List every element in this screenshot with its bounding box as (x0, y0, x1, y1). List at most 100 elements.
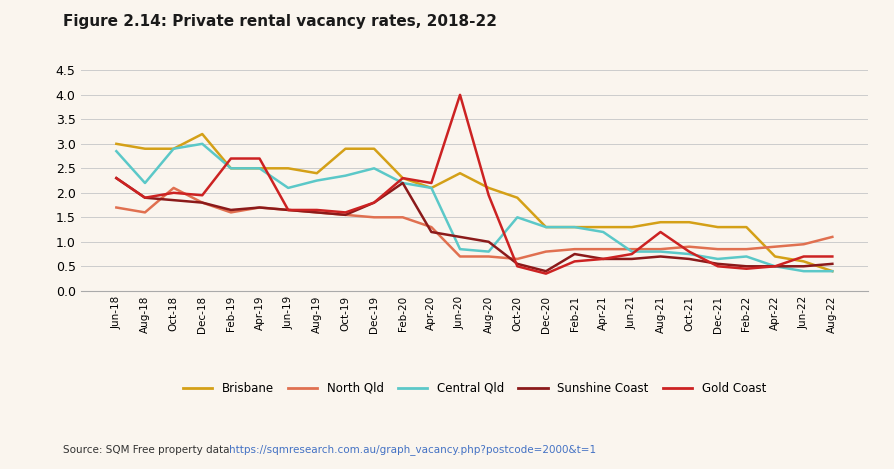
Brisbane (540, 224, 551, 230)
Sunshine Coast (225, 207, 236, 213)
Central Qld (683, 251, 694, 257)
Brisbane (511, 195, 522, 201)
Sunshine Coast (826, 261, 837, 267)
North Qld (197, 200, 207, 205)
Sunshine Coast (254, 204, 265, 210)
Gold Coast (311, 207, 322, 213)
Sunshine Coast (426, 229, 436, 235)
North Qld (569, 246, 579, 252)
Brisbane (340, 146, 350, 151)
Central Qld (197, 141, 207, 147)
North Qld (340, 212, 350, 218)
Central Qld (454, 246, 465, 252)
Gold Coast (139, 195, 150, 201)
North Qld (225, 210, 236, 215)
North Qld (683, 244, 694, 250)
North Qld (368, 214, 379, 220)
Central Qld (340, 173, 350, 179)
Central Qld (769, 264, 780, 269)
Central Qld (797, 268, 808, 274)
Central Qld (654, 249, 665, 254)
Sunshine Coast (683, 256, 694, 262)
North Qld (654, 246, 665, 252)
Brisbane (139, 146, 150, 151)
Text: https://sqmresearch.com.au/graph_vacancy.php?postcode=2000&t=1: https://sqmresearch.com.au/graph_vacancy… (229, 444, 595, 455)
North Qld (740, 246, 751, 252)
Central Qld (426, 185, 436, 191)
Brisbane (197, 131, 207, 137)
Brisbane (597, 224, 608, 230)
Central Qld (139, 180, 150, 186)
Sunshine Coast (197, 200, 207, 205)
Line: Brisbane: Brisbane (116, 134, 831, 271)
Legend: Brisbane, North Qld, Central Qld, Sunshine Coast, Gold Coast: Brisbane, North Qld, Central Qld, Sunshi… (178, 377, 770, 400)
Text: Figure 2.14: Private rental vacancy rates, 2018-22: Figure 2.14: Private rental vacancy rate… (63, 14, 496, 29)
Gold Coast (197, 192, 207, 198)
Gold Coast (483, 192, 493, 198)
Central Qld (283, 185, 293, 191)
Gold Coast (340, 210, 350, 215)
Brisbane (569, 224, 579, 230)
Brisbane (454, 170, 465, 176)
North Qld (483, 254, 493, 259)
Central Qld (569, 224, 579, 230)
North Qld (139, 210, 150, 215)
Brisbane (797, 258, 808, 264)
Central Qld (826, 268, 837, 274)
North Qld (311, 210, 322, 215)
Gold Coast (769, 264, 780, 269)
Gold Coast (740, 266, 751, 272)
Gold Coast (683, 249, 694, 254)
Sunshine Coast (311, 210, 322, 215)
Sunshine Coast (597, 256, 608, 262)
Gold Coast (368, 200, 379, 205)
Gold Coast (712, 264, 722, 269)
Sunshine Coast (111, 175, 122, 181)
Sunshine Coast (569, 251, 579, 257)
North Qld (626, 246, 637, 252)
North Qld (597, 246, 608, 252)
Gold Coast (426, 180, 436, 186)
Brisbane (769, 254, 780, 259)
Central Qld (626, 249, 637, 254)
North Qld (797, 242, 808, 247)
Central Qld (511, 214, 522, 220)
Central Qld (540, 224, 551, 230)
Brisbane (426, 185, 436, 191)
Sunshine Coast (168, 197, 179, 203)
Central Qld (740, 254, 751, 259)
Brisbane (225, 166, 236, 171)
Sunshine Coast (483, 239, 493, 245)
Sunshine Coast (368, 200, 379, 205)
Brisbane (254, 166, 265, 171)
Central Qld (712, 256, 722, 262)
North Qld (712, 246, 722, 252)
Brisbane (654, 219, 665, 225)
North Qld (168, 185, 179, 191)
Line: Central Qld: Central Qld (116, 144, 831, 271)
North Qld (426, 224, 436, 230)
Line: Sunshine Coast: Sunshine Coast (116, 178, 831, 271)
Gold Coast (569, 258, 579, 264)
North Qld (511, 256, 522, 262)
Gold Coast (540, 271, 551, 276)
Central Qld (111, 148, 122, 154)
Central Qld (225, 166, 236, 171)
Gold Coast (826, 254, 837, 259)
Gold Coast (168, 190, 179, 196)
Brisbane (168, 146, 179, 151)
Sunshine Coast (454, 234, 465, 240)
Sunshine Coast (712, 261, 722, 267)
North Qld (254, 204, 265, 210)
Central Qld (368, 166, 379, 171)
Gold Coast (254, 156, 265, 161)
Brisbane (397, 175, 408, 181)
North Qld (540, 249, 551, 254)
Sunshine Coast (654, 254, 665, 259)
Sunshine Coast (511, 261, 522, 267)
Sunshine Coast (139, 195, 150, 201)
Gold Coast (225, 156, 236, 161)
Central Qld (311, 178, 322, 183)
Brisbane (283, 166, 293, 171)
North Qld (454, 254, 465, 259)
